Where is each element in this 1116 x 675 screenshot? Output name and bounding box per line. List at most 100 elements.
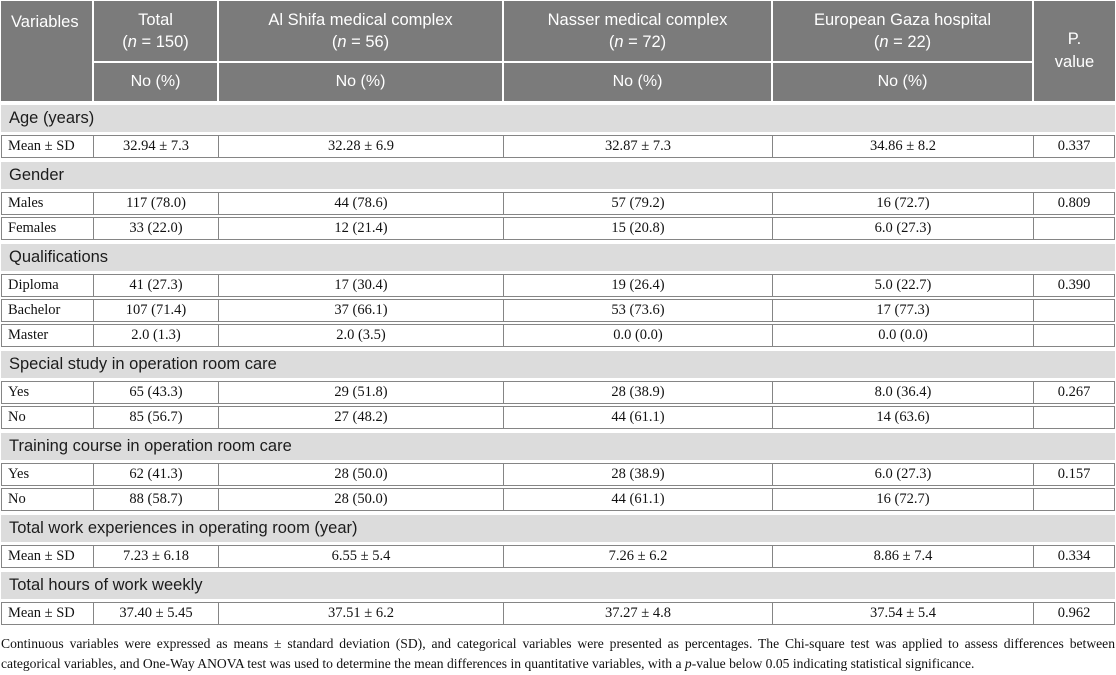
cell-total: 62 (41.3) (94, 463, 219, 486)
header-total-title: Total (138, 10, 173, 29)
cell-alshifa: 28 (50.0) (219, 463, 504, 486)
cell-pvalue: 0.157 (1034, 463, 1115, 486)
cell-total: 7.23 ± 6.18 (94, 545, 219, 568)
row-label: Mean ± SD (1, 545, 94, 568)
header-total: Total (n = 150) (94, 1, 219, 61)
section-title-special-study: Special study in operation room care (1, 351, 1115, 378)
cell-alshifa: 6.55 ± 5.4 (219, 545, 504, 568)
section-title-training-course: Training course in operation room care (1, 433, 1115, 460)
header-nasser-title: Nasser medical complex (547, 10, 728, 29)
cell-nasser: 28 (38.9) (504, 463, 773, 486)
cell-alshifa: 37.51 ± 6.2 (219, 602, 504, 625)
cell-nasser: 53 (73.6) (504, 299, 773, 322)
cell-nasser: 57 (79.2) (504, 192, 773, 215)
table-row: Yes 65 (43.3) 29 (51.8) 28 (38.9) 8.0 (3… (1, 381, 1115, 404)
header-european-title: European Gaza hospital (813, 10, 992, 29)
table-header: Variables Total (n = 150) Al Shifa medic… (1, 1, 1115, 101)
cell-european: 14 (63.6) (773, 406, 1034, 429)
header-total-n: (n = 150) (122, 33, 189, 51)
table-row: Mean ± SD 7.23 ± 6.18 6.55 ± 5.4 7.26 ± … (1, 545, 1115, 568)
section-title-weekly-hours: Total hours of work weekly (1, 572, 1115, 599)
cell-pvalue (1034, 406, 1115, 429)
header-european-n: (n = 22) (873, 33, 932, 51)
cell-alshifa: 29 (51.8) (219, 381, 504, 404)
cell-european: 6.0 (27.3) (773, 217, 1034, 240)
header-nasser-sub: No (%) (504, 63, 773, 101)
cell-alshifa: 12 (21.4) (219, 217, 504, 240)
row-label: Diploma (1, 274, 94, 297)
cell-nasser: 44 (61.1) (504, 406, 773, 429)
table-row: Bachelor 107 (71.4) 37 (66.1) 53 (73.6) … (1, 299, 1115, 322)
cell-european: 6.0 (27.3) (773, 463, 1034, 486)
cell-pvalue: 0.390 (1034, 274, 1115, 297)
table-footnote: Continuous variables were expressed as m… (1, 634, 1115, 675)
cell-european: 16 (72.7) (773, 488, 1034, 511)
cell-pvalue (1034, 488, 1115, 511)
row-label: Yes (1, 381, 94, 404)
cell-total: 117 (78.0) (94, 192, 219, 215)
cell-nasser: 7.26 ± 6.2 (504, 545, 773, 568)
row-label: No (1, 406, 94, 429)
cell-european: 5.0 (22.7) (773, 274, 1034, 297)
row-label: Males (1, 192, 94, 215)
cell-pvalue (1034, 217, 1115, 240)
header-pvalue: P. value (1034, 1, 1115, 101)
cell-total: 107 (71.4) (94, 299, 219, 322)
cell-european: 37.54 ± 5.4 (773, 602, 1034, 625)
cell-pvalue: 0.267 (1034, 381, 1115, 404)
cell-nasser: 37.27 ± 4.8 (504, 602, 773, 625)
cell-total: 32.94 ± 7.3 (94, 135, 219, 158)
cell-pvalue: 0.809 (1034, 192, 1115, 215)
row-label: Mean ± SD (1, 135, 94, 158)
cell-european: 8.86 ± 7.4 (773, 545, 1034, 568)
cell-nasser: 32.87 ± 7.3 (504, 135, 773, 158)
row-label: No (1, 488, 94, 511)
cell-pvalue: 0.337 (1034, 135, 1115, 158)
table-row: No 85 (56.7) 27 (48.2) 44 (61.1) 14 (63.… (1, 406, 1115, 429)
cell-total: 85 (56.7) (94, 406, 219, 429)
footnote-p: p (684, 656, 692, 672)
table-row: Mean ± SD 32.94 ± 7.3 32.28 ± 6.9 32.87 … (1, 135, 1115, 158)
cell-total: 2.0 (1.3) (94, 324, 219, 347)
cell-total: 41 (27.3) (94, 274, 219, 297)
cell-total: 33 (22.0) (94, 217, 219, 240)
header-alshifa: Al Shifa medical complex (n = 56) (219, 1, 504, 61)
cell-european: 34.86 ± 8.2 (773, 135, 1034, 158)
cell-pvalue (1034, 299, 1115, 322)
cell-alshifa: 2.0 (3.5) (219, 324, 504, 347)
cell-alshifa: 28 (50.0) (219, 488, 504, 511)
cell-alshifa: 17 (30.4) (219, 274, 504, 297)
header-nasser: Nasser medical complex (n = 72) (504, 1, 773, 61)
cell-european: 0.0 (0.0) (773, 324, 1034, 347)
cell-pvalue: 0.334 (1034, 545, 1115, 568)
cell-pvalue (1034, 324, 1115, 347)
section-title-qualifications: Qualifications (1, 244, 1115, 271)
header-alshifa-title: Al Shifa medical complex (268, 10, 453, 29)
table-row: No 88 (58.7) 28 (50.0) 44 (61.1) 16 (72.… (1, 488, 1115, 511)
table-row: Master 2.0 (1.3) 2.0 (3.5) 0.0 (0.0) 0.0… (1, 324, 1115, 347)
header-european: European Gaza hospital (n = 22) (773, 1, 1034, 61)
cell-nasser: 19 (26.4) (504, 274, 773, 297)
table-row: Males 117 (78.0) 44 (78.6) 57 (79.2) 16 … (1, 192, 1115, 215)
cell-pvalue: 0.962 (1034, 602, 1115, 625)
header-european-sub: No (%) (773, 63, 1034, 101)
cell-nasser: 0.0 (0.0) (504, 324, 773, 347)
header-total-sub: No (%) (94, 63, 219, 101)
row-label: Mean ± SD (1, 602, 94, 625)
header-alshifa-sub: No (%) (219, 63, 504, 101)
cell-total: 65 (43.3) (94, 381, 219, 404)
header-alshifa-n: (n = 56) (331, 33, 390, 51)
cell-european: 17 (77.3) (773, 299, 1034, 322)
section-title-age: Age (years) (1, 105, 1115, 132)
table-row: Diploma 41 (27.3) 17 (30.4) 19 (26.4) 5.… (1, 274, 1115, 297)
cell-european: 8.0 (36.4) (773, 381, 1034, 404)
header-variables: Variables (1, 1, 94, 101)
row-label: Females (1, 217, 94, 240)
cell-nasser: 15 (20.8) (504, 217, 773, 240)
table-row: Females 33 (22.0) 12 (21.4) 15 (20.8) 6.… (1, 217, 1115, 240)
cell-alshifa: 32.28 ± 6.9 (219, 135, 504, 158)
row-label: Bachelor (1, 299, 94, 322)
cell-total: 88 (58.7) (94, 488, 219, 511)
section-title-gender: Gender (1, 162, 1115, 189)
